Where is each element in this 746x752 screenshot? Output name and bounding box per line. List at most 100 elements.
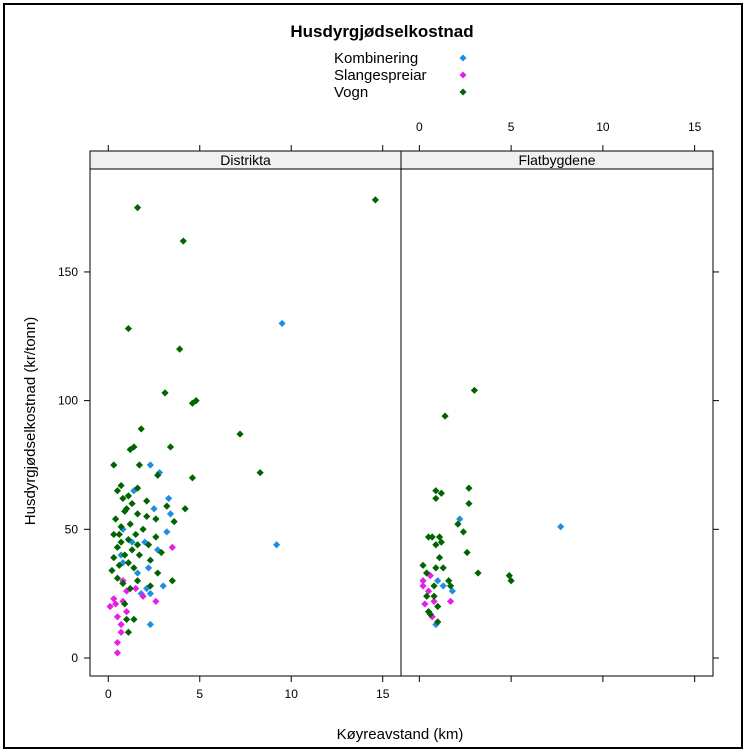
y-axis-label: Husdyrgjødselkostnad (kr/tonn) [22, 317, 39, 525]
data-point [139, 525, 147, 533]
data-point [463, 548, 471, 557]
data-point [423, 569, 431, 577]
data-point [115, 530, 123, 539]
legend-marker-vogn [459, 88, 467, 96]
y-tick-label: 0 [71, 651, 78, 665]
data-point [133, 569, 142, 577]
data-point [154, 546, 162, 554]
data-point [108, 566, 116, 575]
x-tick-label: 10 [285, 687, 299, 701]
data-point [119, 559, 127, 567]
data-point [163, 528, 171, 536]
data-point [152, 515, 160, 523]
data-point [441, 412, 449, 420]
data-point [121, 551, 129, 559]
data-point [119, 525, 127, 533]
data-point [119, 597, 127, 605]
data-point [112, 515, 120, 523]
data-point [110, 595, 118, 603]
legend-marker-slangespreiar [459, 71, 467, 79]
series-kombinering [117, 319, 286, 629]
strip-label-flatbygdene: Flatbygdene [518, 152, 595, 168]
data-point [124, 324, 133, 333]
strip-label-distrikta: Distrikta [220, 152, 271, 168]
data-point [152, 533, 160, 541]
data-point [161, 389, 169, 397]
data-point [428, 533, 436, 541]
data-point [132, 584, 140, 593]
data-point [152, 597, 160, 605]
data-point [122, 505, 131, 513]
data-point [122, 608, 131, 616]
data-point [439, 582, 447, 590]
data-point [133, 204, 142, 212]
data-point [146, 461, 154, 469]
data-point [163, 502, 171, 510]
data-point [166, 443, 175, 451]
data-point [113, 487, 122, 495]
x-tick-label: 10 [596, 120, 610, 134]
data-point [423, 592, 431, 600]
data-point [278, 319, 286, 328]
figure-border [3, 3, 743, 749]
data-point [192, 397, 200, 405]
x-tick-label: 15 [376, 687, 390, 701]
data-point [166, 510, 175, 518]
data-point [446, 597, 455, 605]
data-point [126, 445, 134, 454]
x-tick-label: 15 [688, 120, 702, 134]
data-point [557, 523, 565, 531]
data-point [470, 386, 479, 394]
data-point [112, 600, 120, 608]
data-point [432, 487, 440, 495]
data-point [130, 564, 138, 572]
data-point [121, 507, 129, 515]
x-axis-label: Køyreavstand (km) [337, 726, 464, 743]
data-point [421, 600, 429, 608]
data-point [137, 425, 145, 433]
data-point [132, 530, 140, 539]
data-point [426, 610, 434, 618]
data-point [432, 541, 440, 549]
data-point [256, 469, 264, 477]
data-point [122, 615, 131, 623]
data-point [236, 430, 244, 438]
data-point [133, 577, 142, 585]
data-point [155, 469, 164, 477]
data-point [144, 541, 153, 549]
x-tick-label: 5 [508, 120, 515, 134]
data-point [106, 602, 114, 611]
data-point [456, 515, 464, 523]
series-kombinering [432, 515, 565, 629]
data-point [179, 237, 187, 245]
data-point [124, 535, 133, 544]
data-point [146, 620, 154, 629]
data-point [188, 474, 197, 482]
data-point [146, 556, 154, 564]
panel-frame [400, 168, 714, 677]
data-point [110, 554, 118, 562]
data-point [135, 551, 143, 559]
legend-label-slangespreiar: Slangespreiar [334, 67, 427, 84]
legend-marker-kombinering [459, 54, 467, 62]
data-point [128, 538, 136, 546]
data-point [465, 499, 473, 508]
data-point [150, 505, 158, 513]
data-point [507, 577, 515, 585]
data-point [439, 564, 447, 572]
x-tick-label: 0 [416, 120, 423, 134]
data-point [434, 618, 442, 626]
data-point [119, 494, 127, 503]
y-tick-label: 100 [58, 394, 78, 408]
data-point [121, 600, 129, 608]
data-point [133, 510, 142, 518]
legend-label-kombinering: Kombinering [334, 50, 418, 67]
data-point [168, 577, 176, 585]
data-point [454, 520, 462, 528]
data-point [434, 577, 442, 585]
data-point [117, 481, 125, 490]
data-point [273, 541, 281, 549]
data-point [424, 587, 433, 595]
data-point [181, 505, 189, 513]
